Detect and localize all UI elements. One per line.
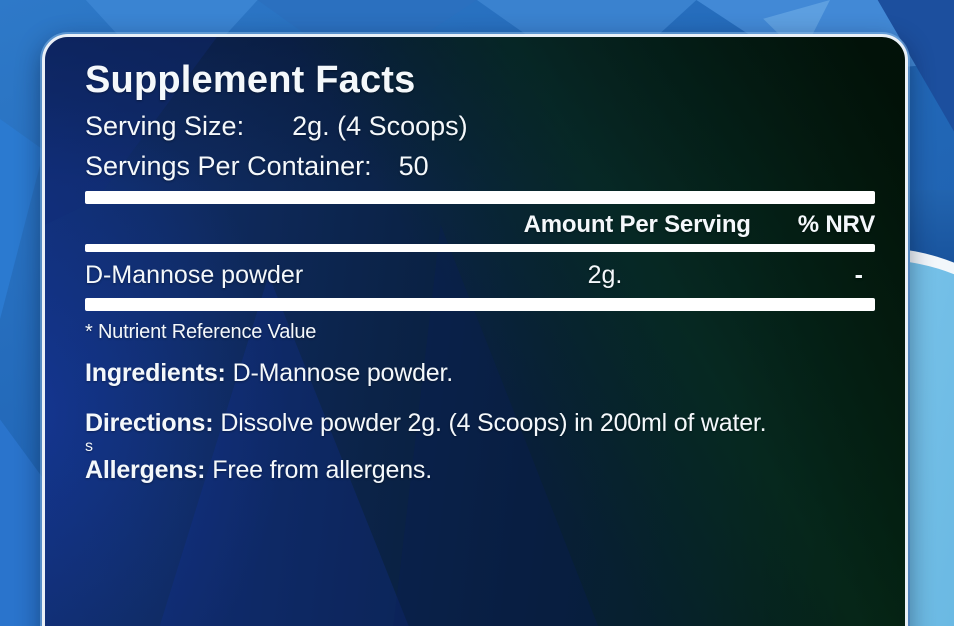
divider-thick-bottom [85, 298, 875, 311]
nutrient-name: D-Mannose powder [85, 261, 304, 289]
serving-size-label: Serving Size: [85, 111, 245, 141]
allergens-text: Free from allergens. [212, 456, 432, 484]
amount-per-serving-header: Amount Per Serving [523, 211, 751, 238]
serving-size-value: 2g. (4 Scoops) [292, 111, 468, 141]
panel-content: Supplement Facts Serving Size: 2g. (4 Sco… [45, 37, 905, 486]
panel-title: Supplement Facts [85, 59, 416, 101]
nutrient-amount: 2g. [587, 261, 623, 289]
servings-per-container-label: Servings Per Container: [85, 151, 372, 181]
supplement-facts-panel: Supplement Facts Serving Size: 2g. (4 Sco… [42, 34, 908, 626]
allergens-line: Allergens: Free from allergens. [85, 454, 875, 486]
divider-thin [85, 244, 875, 252]
table-header-row: Amount Per Serving % NRV [85, 211, 876, 239]
table-row: D-Mannose powder 2g. - [85, 259, 875, 291]
servings-per-container-value: 50 [398, 151, 429, 181]
divider-thick-top [85, 191, 875, 204]
directions-label: Directions: [85, 409, 214, 437]
directions-line: Directions: Dissolve powder 2g. (4 Scoops… [85, 407, 875, 439]
nutrient-nrv: - [854, 261, 863, 289]
servings-per-container-line: Servings Per Container: 50 [85, 148, 875, 184]
ingredients-text: D-Mannose powder. [232, 359, 454, 387]
product-image-sliver [910, 150, 954, 626]
allergens-label: Allergens: [85, 456, 206, 484]
stray-character: s [85, 438, 93, 455]
nrv-header: % NRV [797, 211, 875, 238]
directions-text: Dissolve powder 2g. (4 Scoops) in 200ml … [220, 409, 767, 437]
product-tub-body [910, 260, 954, 626]
serving-size-line: Serving Size: 2g. (4 Scoops) [85, 108, 875, 144]
nrv-footnote: * Nutrient Reference Value [85, 321, 317, 343]
ingredients-line: Ingredients: D-Mannose powder. [85, 357, 875, 389]
ingredients-label: Ingredients: [85, 359, 226, 387]
